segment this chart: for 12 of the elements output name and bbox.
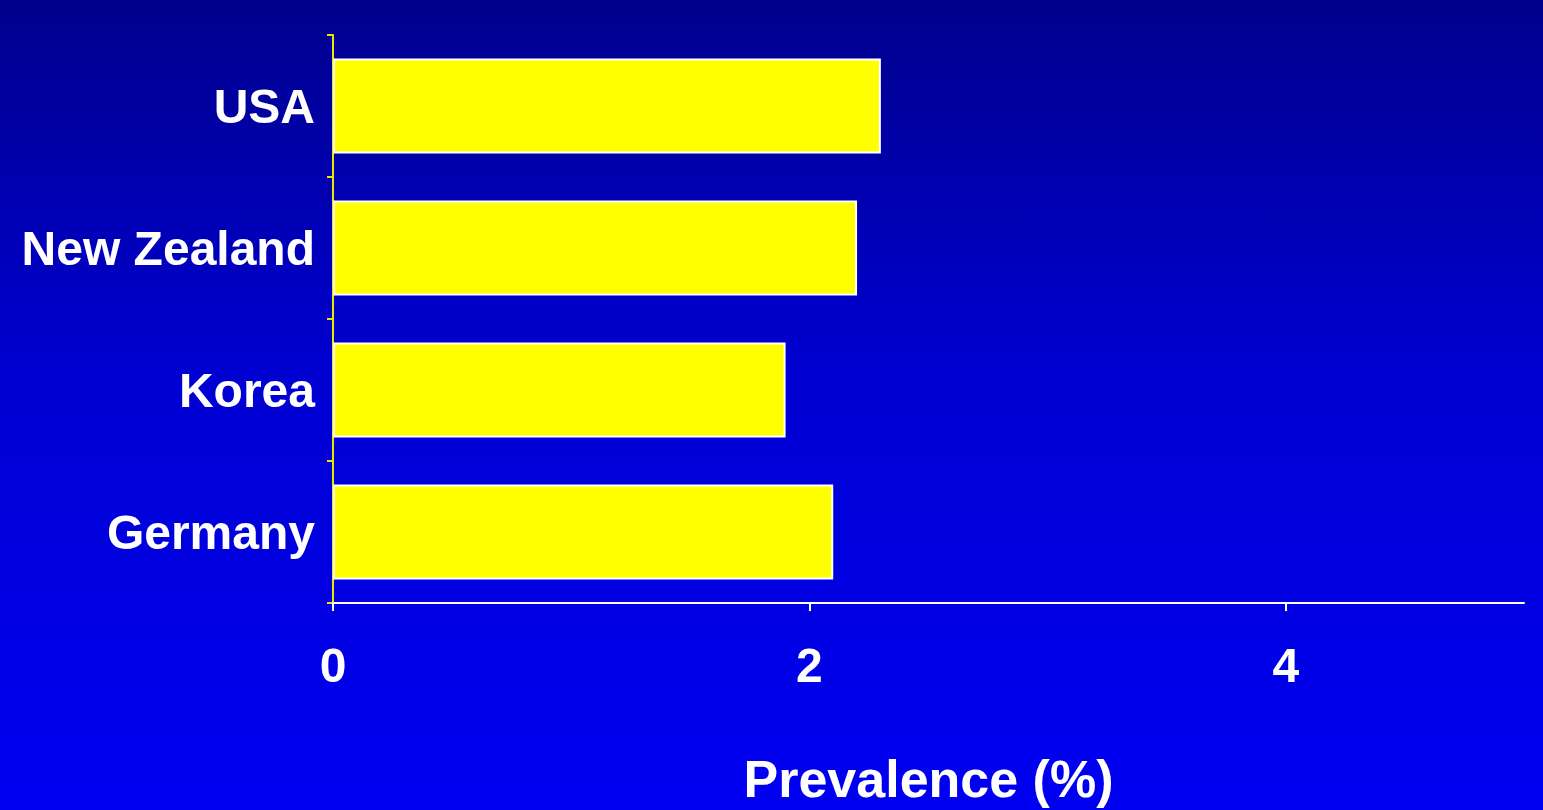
bar bbox=[333, 200, 858, 296]
bar bbox=[333, 484, 834, 580]
x-axis-title: Prevalence (%) bbox=[743, 750, 1114, 808]
x-tick-label: 0 bbox=[319, 638, 347, 692]
bar bbox=[333, 342, 786, 438]
x-tick-label: 2 bbox=[796, 638, 823, 692]
x-tick-label: 4 bbox=[1272, 638, 1300, 692]
y-tick-label: USA bbox=[213, 79, 315, 133]
y-tick-label: Korea bbox=[178, 363, 316, 417]
y-tick-label: New Zealand bbox=[21, 221, 315, 275]
bar bbox=[333, 58, 881, 154]
y-tick-label: Germany bbox=[106, 505, 316, 559]
